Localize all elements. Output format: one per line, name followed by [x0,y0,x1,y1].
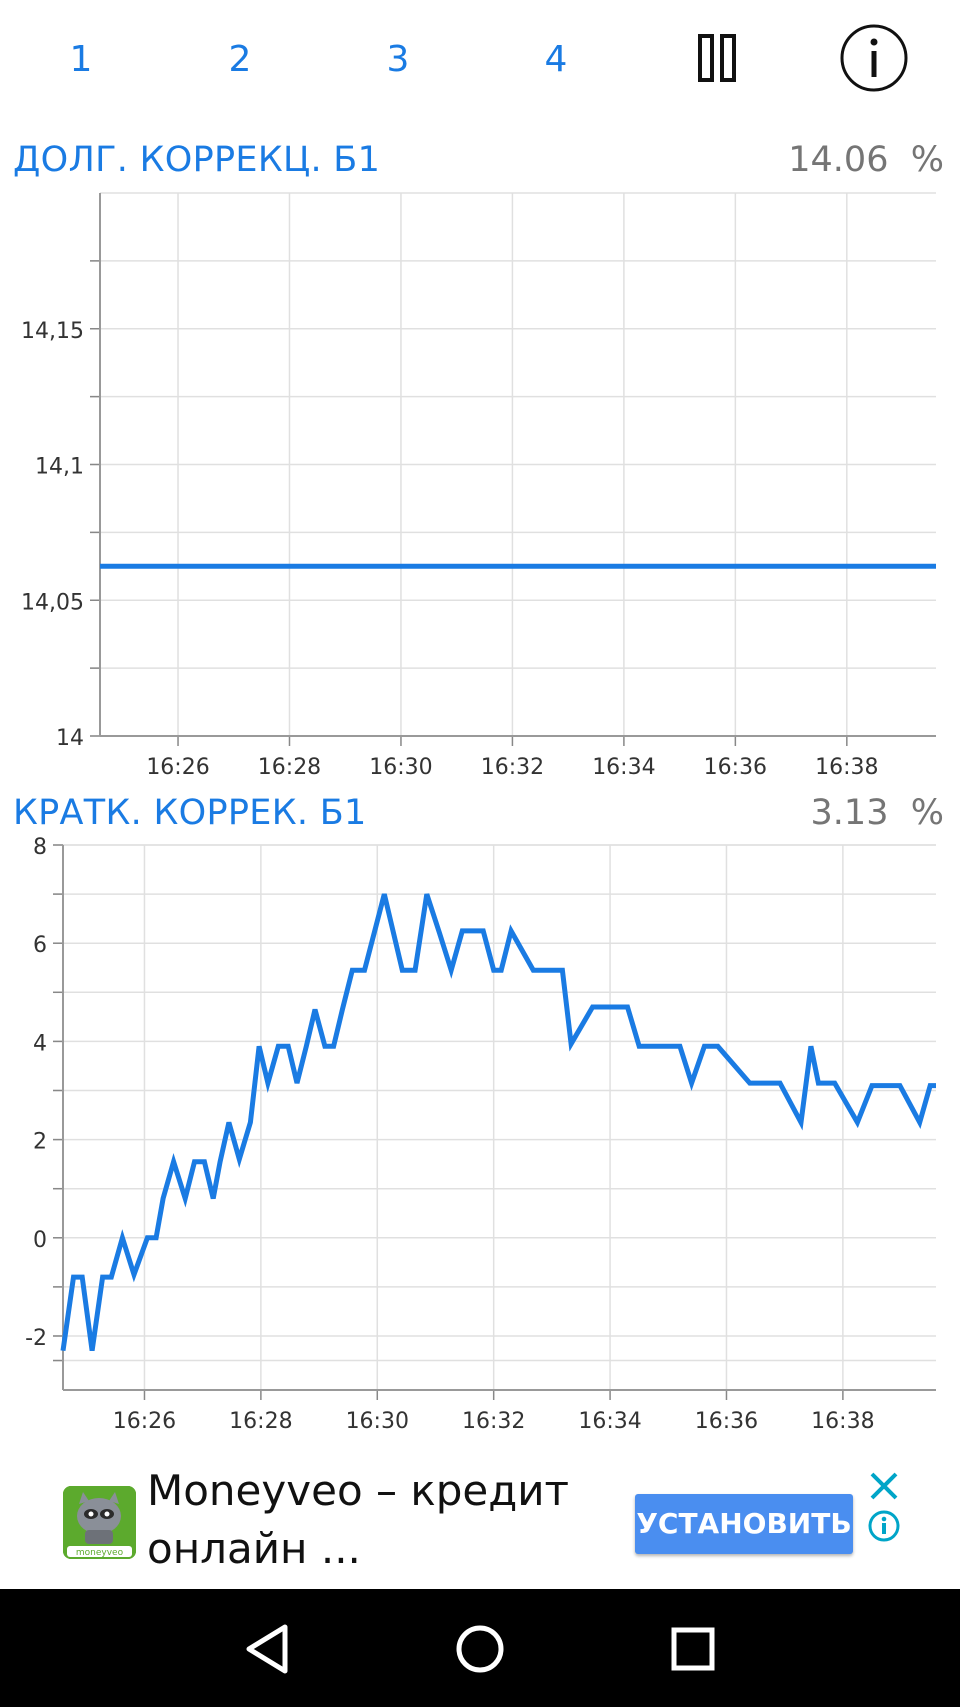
tab-3[interactable]: 3 [386,39,410,80]
chart-1-value-unit: % [910,140,944,180]
y-tick-label: 14,15 [21,319,84,344]
x-tick-label: 16:32 [462,1409,525,1434]
recents-icon [671,1627,715,1671]
series-line [60,893,936,1352]
info-icon [868,1510,900,1542]
x-tick-label: 16:36 [704,755,767,780]
recents-button[interactable] [653,1609,733,1689]
ad-title[interactable]: Moneyveo – кредит онлайн ... [147,1466,570,1573]
raccoon-logo-icon: moneyveo [63,1486,136,1559]
info-icon [840,24,908,92]
ad-banner[interactable]: moneyveo Moneyveo – кредит онлайн ... УС… [0,1456,960,1589]
x-tick-label: 16:38 [811,1409,874,1434]
y-tick-label: 14 [56,726,84,751]
x-tick-label: 16:28 [229,1409,292,1434]
x-tick-label: 16:26 [113,1409,176,1434]
x-tick-label: 16:36 [695,1409,758,1434]
top-toolbar: 1 2 3 4 [0,0,960,118]
y-tick-label: 14,05 [21,590,84,615]
x-tick-label: 16:30 [369,755,432,780]
chart-2-value: 3.13 % [811,793,944,833]
y-tick-label: 8 [33,835,47,860]
info-button[interactable] [838,22,910,94]
tab-4[interactable]: 4 [544,39,568,80]
back-icon [246,1624,288,1674]
system-nav-bar [0,1589,960,1707]
tab-2[interactable]: 2 [228,39,252,80]
chart-2-title: КРАТК. КОРРЕК. Б1 [13,793,367,833]
chart-2-value-number: 3.13 [810,793,889,833]
y-tick-label: 2 [33,1130,47,1155]
close-icon [870,1472,898,1500]
y-tick-label: 14,1 [35,455,84,480]
x-tick-label: 16:30 [346,1409,409,1434]
x-tick-label: 16:38 [815,755,878,780]
x-tick-label: 16:34 [592,755,655,780]
home-icon [456,1625,504,1673]
y-tick-label: 0 [33,1228,47,1253]
pause-icon [698,34,736,82]
tab-1[interactable]: 1 [69,39,93,80]
chart-2-value-unit: % [910,793,944,833]
chart-1-title: ДОЛГ. КОРРЕКЦ. Б1 [13,140,381,180]
y-tick-label: 4 [33,1031,47,1056]
install-button[interactable]: УСТАНОВИТЬ [635,1494,853,1554]
x-tick-label: 16:26 [146,755,209,780]
x-tick-label: 16:34 [578,1409,641,1434]
back-button[interactable] [227,1609,307,1689]
chart-1-value-number: 14.06 [788,140,889,180]
ad-logo-text: moneyveo [76,1548,124,1558]
ad-info-button[interactable] [866,1508,902,1544]
ad-logo[interactable]: moneyveo [63,1486,136,1559]
pause-button[interactable] [680,22,752,94]
x-tick-label: 16:28 [258,755,321,780]
ad-close-button[interactable] [866,1468,902,1504]
x-tick-label: 16:32 [481,755,544,780]
y-tick-label: 6 [33,933,47,958]
chart-1-value: 14.06 % [788,140,944,180]
home-button[interactable] [440,1609,520,1689]
y-tick-label: -2 [25,1326,47,1351]
